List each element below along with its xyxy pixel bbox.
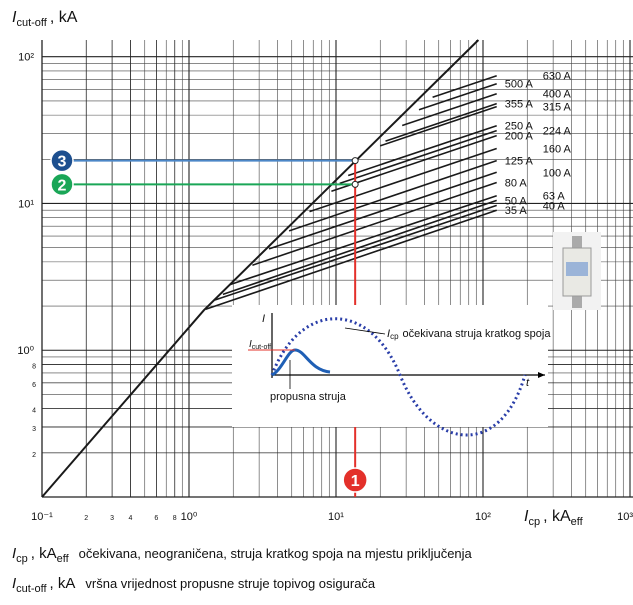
x-axis-title: Icp, kAeff [524,508,584,528]
x-tick-label: 8 [173,515,177,522]
x-tick-label: 10² [475,511,491,523]
series-label: 315 A [543,102,572,114]
series-label: 100 A [543,167,572,179]
y-axis-title: Icut-off, kA [12,9,78,29]
intersection-point [352,158,358,164]
guide-label: 1 [351,473,360,490]
page: I t Icut-off Icpočekivana struja kratkog… [0,0,633,600]
series-label: 125 A [505,156,534,168]
x-tick-label: 6 [154,515,158,522]
x-tick-label: 2 [84,515,88,522]
fuse-contact [572,296,582,308]
series-label: 40 A [543,200,566,212]
fuse-contact [572,236,582,248]
y-tick-label: 10¹ [18,198,34,210]
y-tick-label: 10⁰ [17,345,34,357]
series-label: 224 A [543,126,572,138]
y-tick-label: 4 [32,408,36,415]
y-tick-label: 3 [32,426,36,433]
series-label: 200 A [505,131,534,143]
guide-label: 3 [58,154,67,171]
chart: I t Icut-off Icpočekivana struja kratkog… [0,0,633,600]
fuse-photo [553,232,601,310]
x-tick-label: 10¹ [328,511,344,523]
x-tick-label: 3 [110,515,114,522]
x-tick-label: 10⁻¹ [31,511,53,523]
inset-y-label: I [262,313,265,325]
intersection-point [352,181,358,187]
y-tick-label: 8 [32,363,36,370]
x-tick-label: 10³ [617,511,633,523]
series-label: 80 A [505,177,528,189]
x-tick-label: 10⁰ [181,511,198,523]
series-label: 500 A [505,79,534,91]
series-label: 35 A [505,205,528,217]
guide-label: 2 [58,177,67,194]
y-tick-label: 10² [18,52,34,64]
y-tick-label: 6 [32,382,36,389]
fuse-label [566,262,588,276]
series-label: 400 A [543,89,572,101]
let-through-label: propusna struja [270,391,347,403]
y-tick-label: 2 [32,452,36,459]
series-label: 630 A [543,71,572,83]
series-label: 355 A [505,99,534,111]
series-label: 160 A [543,143,572,155]
x-tick-label: 4 [129,515,133,522]
